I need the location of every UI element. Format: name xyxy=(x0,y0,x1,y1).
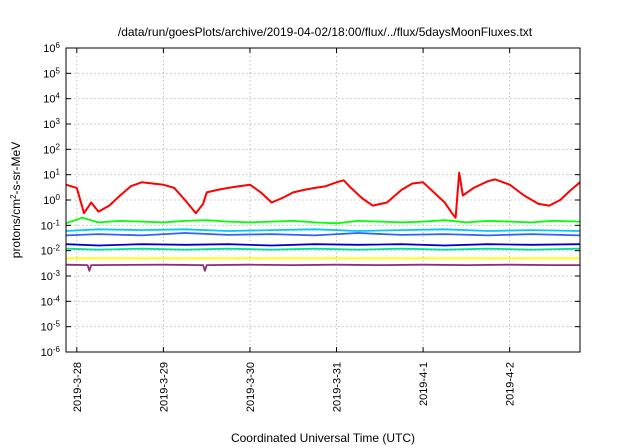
y-tick-label: 102 xyxy=(43,142,60,157)
y-tick-exponent: 5 xyxy=(56,66,61,75)
series-line-8 xyxy=(65,263,580,272)
y-tick-exponent: -6 xyxy=(53,345,61,354)
x-tick-label: 2019-3-31 xyxy=(332,362,344,412)
y-axis-label-rest: -s-sr-MeV xyxy=(9,142,23,195)
y-axis-label-text: protons/cm xyxy=(9,199,23,258)
grid xyxy=(66,48,580,352)
y-tick-label: 10-3 xyxy=(41,269,61,284)
y-tick-exponent: -5 xyxy=(53,319,61,328)
series-layer xyxy=(65,171,581,272)
x-tick-label: 2019-3-29 xyxy=(158,362,170,412)
series-line-5 xyxy=(65,247,581,251)
y-axis-label-sup: 2 xyxy=(9,194,18,199)
y-axis-label: protons/cm2-s-sr-MeV xyxy=(9,142,24,258)
y-tick-exponent: 3 xyxy=(56,117,61,126)
series-line-1 xyxy=(65,171,581,219)
x-tick-label: 2019-3-30 xyxy=(245,362,257,412)
y-tick-label: 101 xyxy=(43,167,60,182)
y-tick-label: 10-2 xyxy=(41,243,61,258)
x-tick-label: 2019-4-1 xyxy=(418,362,430,406)
series-line-2 xyxy=(65,216,581,225)
y-tick-exponent: -4 xyxy=(53,294,61,303)
x-tick-label: 2019-4-2 xyxy=(505,362,517,406)
y-tick-exponent: 0 xyxy=(56,193,61,202)
y-tick-label: 106 xyxy=(43,41,60,56)
x-tick-label: 2019-3-28 xyxy=(72,362,84,412)
y-tick-exponent: 2 xyxy=(56,142,61,151)
y-tick-label: 105 xyxy=(43,66,60,81)
y-tick-exponent: 4 xyxy=(56,91,61,100)
chart-title: /data/run/goesPlots/archive/2019-04-02/1… xyxy=(118,25,533,39)
y-tick-label: 10-5 xyxy=(41,319,61,334)
x-axis-ticks: 2019-3-28 2019-3-29 2019-3-30 2019-3-31 2019… xyxy=(72,48,517,412)
series-line-3 xyxy=(65,228,581,232)
y-tick-exponent: 6 xyxy=(56,41,61,50)
y-tick-exponent: -3 xyxy=(53,269,61,278)
y-axis-ticks: 10-610-510-410-310-210-11001011021031041… xyxy=(41,41,580,360)
y-tick-label: 10-4 xyxy=(41,294,61,309)
x-axis-label: Coordinated Universal Time (UTC) xyxy=(231,431,415,445)
y-tick-label: 10-1 xyxy=(41,218,61,233)
y-tick-exponent: 1 xyxy=(56,167,61,176)
y-tick-label: 104 xyxy=(43,91,60,106)
y-tick-label: 10-6 xyxy=(41,345,61,360)
series-line-4 xyxy=(65,232,581,237)
y-tick-label: 100 xyxy=(43,193,60,208)
y-tick-exponent: -2 xyxy=(53,243,61,252)
y-tick-exponent: -1 xyxy=(53,218,61,227)
series-line-6 xyxy=(65,243,581,247)
y-tick-label: 103 xyxy=(43,117,60,132)
